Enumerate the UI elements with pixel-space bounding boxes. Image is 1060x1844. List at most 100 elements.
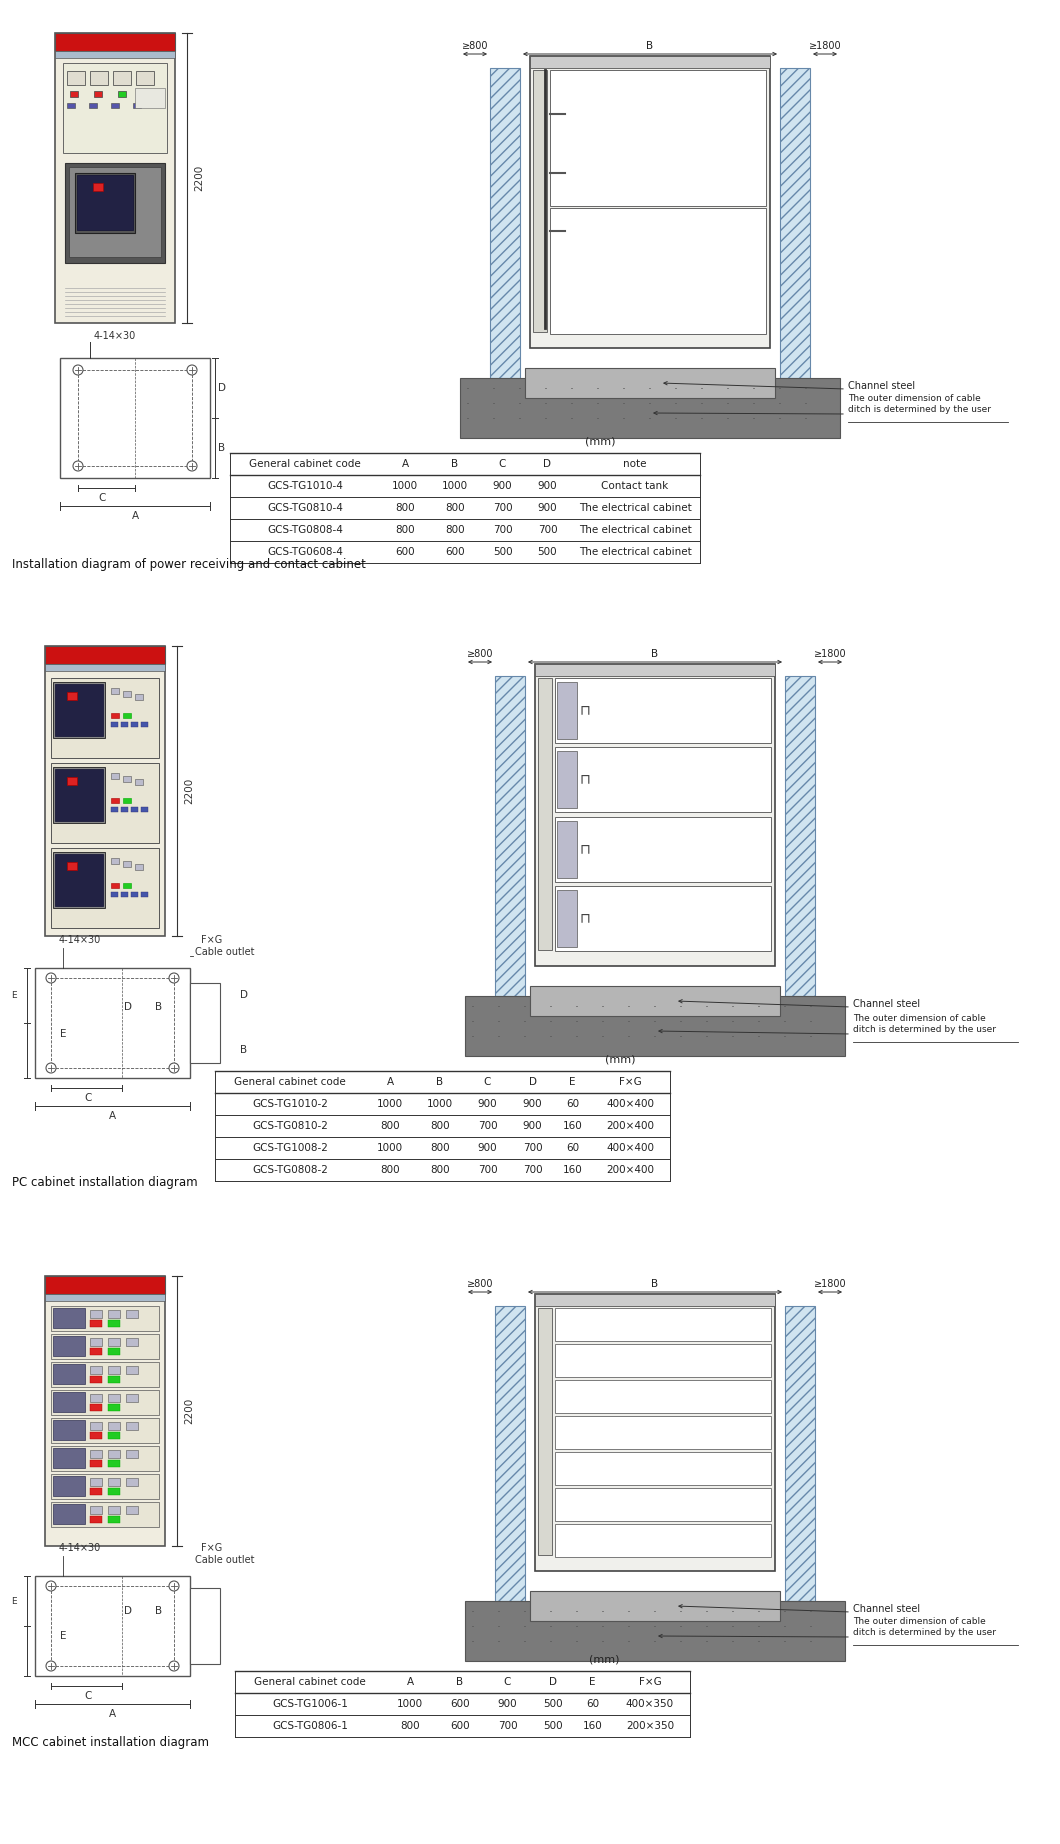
Text: 4-14×30: 4-14×30 [59, 1543, 101, 1553]
Bar [556, 821, 577, 878]
Text: 900: 900 [537, 503, 558, 513]
Bar [67, 776, 77, 786]
Text: ·: · [575, 1016, 579, 1029]
Text: 600: 600 [445, 548, 465, 557]
Text: ·: · [757, 1016, 761, 1029]
Text: ·: · [523, 1636, 527, 1650]
Text: 800: 800 [401, 1720, 420, 1732]
Text: ·: · [575, 1001, 579, 1014]
Text: ·: · [700, 413, 704, 426]
Bar [465, 996, 845, 1057]
Bar [90, 1309, 102, 1318]
Text: 900: 900 [478, 1143, 497, 1152]
Bar [90, 1394, 102, 1401]
Text: (mm): (mm) [604, 1055, 635, 1064]
Text: 700: 700 [523, 1165, 543, 1175]
Bar [45, 1276, 165, 1545]
Bar [550, 208, 766, 334]
Bar [126, 1449, 138, 1459]
Text: PC cabinet installation diagram: PC cabinet installation diagram [12, 1176, 197, 1189]
Text: ·: · [809, 1606, 813, 1619]
Bar [535, 1294, 775, 1306]
Bar [67, 103, 75, 109]
Text: ·: · [601, 1031, 605, 1044]
Text: ·: · [492, 398, 496, 411]
Bar [108, 1488, 120, 1495]
Text: 4-14×30: 4-14×30 [59, 935, 101, 944]
Bar [535, 1294, 775, 1571]
Text: 900: 900 [478, 1099, 497, 1108]
Text: ·: · [497, 1001, 501, 1014]
Bar [111, 857, 119, 865]
Text: ·: · [809, 1636, 813, 1650]
Text: ·: · [471, 1606, 475, 1619]
Bar [556, 891, 577, 948]
Bar [495, 1306, 525, 1601]
Text: ≥800: ≥800 [466, 1280, 493, 1289]
Bar [530, 987, 780, 1016]
Bar [35, 1577, 190, 1676]
Bar [51, 1473, 159, 1499]
Text: ·: · [628, 1606, 631, 1619]
Bar [111, 714, 119, 717]
Bar [90, 1433, 102, 1438]
Bar [45, 645, 165, 664]
Bar [141, 892, 148, 896]
Text: 700: 700 [498, 1720, 517, 1732]
Text: ·: · [809, 1001, 813, 1014]
Text: Installation diagram of power receiving and contact cabinet: Installation diagram of power receiving … [12, 559, 366, 572]
Text: ·: · [679, 1636, 683, 1650]
Text: The outer dimension of cable
ditch is determined by the user: The outer dimension of cable ditch is de… [853, 1014, 996, 1034]
Text: ·: · [778, 384, 782, 396]
Text: 500: 500 [493, 548, 512, 557]
Text: ·: · [570, 398, 575, 411]
Text: Cable outlet: Cable outlet [195, 1554, 254, 1566]
Text: General cabinet code: General cabinet code [234, 1077, 346, 1086]
Text: ·: · [679, 1621, 683, 1634]
Text: B: B [437, 1077, 443, 1086]
Text: 800: 800 [445, 526, 465, 535]
Bar [45, 645, 165, 937]
Text: 200×400: 200×400 [606, 1165, 654, 1175]
Text: ·: · [544, 384, 548, 396]
Bar [108, 1479, 120, 1486]
Bar [108, 1366, 120, 1374]
Text: ·: · [803, 398, 808, 411]
Text: 900: 900 [493, 481, 512, 491]
Text: ·: · [705, 1001, 709, 1014]
Text: 500: 500 [543, 1698, 562, 1709]
Bar [53, 1337, 85, 1355]
Text: 2200: 2200 [184, 1398, 194, 1424]
Text: ≥1800: ≥1800 [809, 41, 842, 52]
Bar [108, 1433, 120, 1438]
Text: ·: · [783, 1016, 787, 1029]
Bar [108, 1376, 120, 1383]
Bar [90, 1460, 102, 1468]
Text: B: B [240, 1046, 247, 1055]
Text: ·: · [523, 1001, 527, 1014]
Text: 600: 600 [450, 1698, 470, 1709]
Text: ·: · [523, 1606, 527, 1619]
Bar [555, 1488, 771, 1521]
Bar [94, 90, 102, 98]
Bar [53, 1505, 85, 1523]
Text: ·: · [471, 1621, 475, 1634]
Bar [126, 1366, 138, 1374]
Text: ·: · [757, 1031, 761, 1044]
Bar [51, 1418, 159, 1444]
Bar [135, 778, 143, 786]
Bar [51, 1333, 159, 1359]
Bar [123, 776, 131, 782]
Bar [555, 1416, 771, 1449]
Bar [121, 723, 128, 727]
Text: ·: · [731, 1621, 735, 1634]
Text: 800: 800 [395, 526, 414, 535]
Text: ≥1800: ≥1800 [814, 1280, 846, 1289]
Bar [70, 90, 78, 98]
Text: ·: · [679, 1001, 683, 1014]
Text: ·: · [679, 1606, 683, 1619]
Text: 600: 600 [395, 548, 414, 557]
Bar [111, 892, 118, 896]
Bar [90, 1403, 102, 1411]
Bar [53, 682, 105, 738]
